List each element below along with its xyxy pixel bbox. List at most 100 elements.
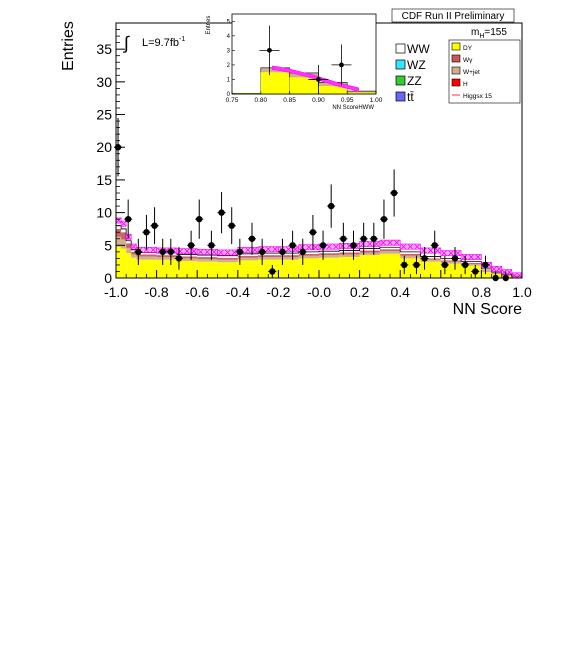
legend-swatch (451, 54, 461, 63)
stack-bar-dy (217, 262, 238, 278)
stack-bar-wgamma (258, 255, 279, 258)
inset-dy-bar (289, 77, 319, 94)
higgs-band-hatch (475, 254, 481, 260)
stack-bar-dy (481, 272, 492, 278)
x-tick-label: 1.0 (512, 284, 532, 300)
higgs-band-hatch (130, 243, 137, 250)
data-point (431, 242, 438, 249)
stack-bar-wjet (420, 259, 441, 262)
stack-bar-dy (379, 253, 401, 278)
stack-bar-wgamma (116, 228, 122, 237)
higgs-band-hatch (414, 243, 420, 250)
inset-x-tick-label: 0.75 (226, 97, 239, 104)
data-point (269, 268, 276, 275)
stack-bar-wjet (379, 251, 401, 254)
higgs-band-hatch (211, 249, 217, 255)
stack-bar-wjet (197, 259, 218, 262)
stack-bar-wgamma (379, 249, 401, 252)
stack-bar-wgamma (420, 258, 441, 260)
higgs-band-hatch (454, 250, 461, 256)
stack-bar-wgamma (400, 253, 421, 256)
higgs-band-hatch (380, 239, 387, 246)
y-tick-label: 10 (96, 205, 112, 221)
stack-bar-wgamma (440, 260, 462, 262)
stack-bar-ww (379, 247, 401, 250)
stack-bar-wjet (131, 254, 137, 258)
higgs-band-hatch (434, 247, 441, 254)
y-tick-label: 30 (96, 74, 112, 90)
data-point (196, 215, 203, 223)
stack-bar-ww (131, 249, 137, 252)
inset-data-point (267, 47, 272, 53)
x-tick-label: -0.8 (145, 284, 169, 300)
data-point (218, 209, 225, 216)
inset-y-tick-label: 2 (227, 63, 231, 69)
legend-label: WZ (407, 58, 426, 72)
higgs-band-hatch (197, 249, 204, 255)
higgs-band-hatch (143, 247, 150, 253)
stack-bar-wjet (176, 258, 198, 261)
inset-dy-bar (260, 72, 290, 94)
stack-bar-ww (217, 255, 238, 258)
stack-bar-ww (126, 240, 132, 244)
higgs-band-hatch (448, 250, 454, 256)
x-tick-label: -0.6 (185, 284, 209, 300)
higgs-band-hatch (516, 272, 523, 279)
inset-data-point (339, 62, 344, 68)
higgs-band-hatch (224, 249, 231, 256)
stack-bar-dy (176, 261, 198, 278)
stack-bar-wjet (491, 273, 502, 275)
stack-bar-wjet (258, 257, 279, 260)
data-points (114, 117, 510, 282)
higgs-band-hatch (491, 266, 497, 272)
inset-higgs-curve (272, 65, 360, 92)
data-point (482, 261, 489, 269)
y-tick-label: 25 (96, 107, 112, 123)
data-point (151, 222, 158, 229)
higgs-band-bin (511, 272, 523, 279)
stack-bar-ww (197, 255, 218, 258)
stack-bar-dy (298, 258, 319, 278)
stack-bar-wgamma (481, 270, 492, 271)
higgs-band-hatch (204, 249, 211, 255)
stack-bar-wjet (116, 236, 122, 247)
inset-dy-bar (347, 92, 376, 94)
higgs-band-hatch (427, 247, 434, 254)
data-point (279, 248, 286, 256)
data-point (143, 229, 150, 236)
higgs-band-hatch (394, 239, 400, 246)
x-tick-label: 0.6 (431, 284, 451, 300)
stack-bar-wgamma (176, 256, 198, 259)
higgs-band-hatch (407, 243, 414, 250)
inset-x-ticks: 0.75 0.80 0.85 0.90 0.95 1.00 (226, 91, 383, 104)
stack-bar-wjet (440, 261, 462, 264)
higgs-band-hatch (265, 246, 272, 253)
main-plot: -1.0 -0.8 -0.6 -0.4 -0.2 -0.0 0.2 0.4 0.6 0.8 1.0 … (60, 8, 532, 318)
x-tick-label: 0.2 (350, 284, 370, 300)
data-point (380, 215, 388, 223)
higgs-band-hatch (306, 244, 312, 251)
chart-title: CDF Run II Preliminary (402, 11, 505, 22)
data-point (461, 261, 469, 269)
higgs-band-hatch (387, 239, 393, 246)
stack-bar-ww (156, 253, 177, 256)
inset-x-tick-label: 1.00 (370, 97, 383, 104)
legend-label: tt̄ (407, 90, 414, 104)
stack-bar-wgamma (461, 262, 482, 265)
data-point (309, 229, 317, 236)
stack-bar-dy (136, 259, 157, 278)
legend-swatch (395, 75, 406, 86)
mass-label: mH=155 (471, 27, 507, 40)
y-axis-ticks: 0 5 10 15 20 25 30 35 (96, 22, 125, 286)
higgs-band-hatch (333, 243, 339, 250)
inset-x-tick-label: 0.95 (341, 97, 354, 104)
stack-bar-wjet (339, 254, 360, 258)
higgs-band-hatch (339, 243, 346, 249)
higgs-band-hatch (468, 254, 475, 260)
higgs-band (115, 217, 523, 279)
y-tick-label: 0 (104, 270, 112, 286)
data-point (319, 242, 327, 249)
stack-bar-wgamma (298, 253, 319, 256)
legend-label: Wγ (463, 57, 473, 64)
